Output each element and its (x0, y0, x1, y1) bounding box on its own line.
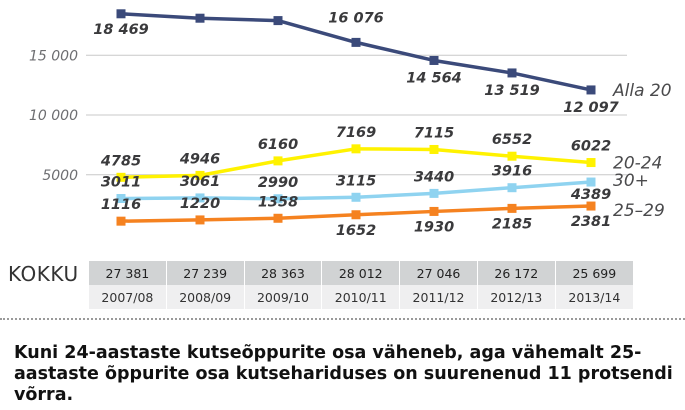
data-label: 18 469 (93, 22, 149, 38)
y-tick-label: 15 000 (29, 48, 78, 64)
data-label: 12 097 (563, 100, 619, 116)
total-cell: 27 046 (399, 261, 478, 285)
data-point (116, 194, 126, 204)
total-cell: 25 699 (554, 261, 633, 285)
x-tick-label: 2009/10 (243, 285, 322, 309)
data-point (351, 192, 361, 202)
y-tick-label: 10 000 (29, 108, 78, 124)
line-chart: 15 000 10 000 5000 18 469 16 076 14 564 13 519… (29, 9, 672, 239)
totals-table: 27 381 27 239 28 363 28 012 27 046 26 172 25 6… (88, 261, 633, 309)
data-label: 3061 (180, 174, 220, 190)
data-label: 3916 (492, 164, 532, 180)
data-point (116, 216, 126, 226)
data-point (507, 203, 517, 213)
data-label: 3011 (101, 175, 141, 191)
data-label: 7115 (414, 125, 454, 141)
data-point (195, 170, 205, 180)
data-label: 4785 (100, 153, 141, 169)
data-label: 2381 (571, 214, 611, 230)
data-point (586, 177, 596, 187)
data-point (273, 213, 283, 223)
data-label: 6552 (492, 132, 532, 148)
data-point (351, 210, 361, 220)
data-label: 6022 (571, 139, 611, 155)
data-point (351, 37, 361, 47)
data-label: 2185 (492, 216, 532, 232)
series-label: 30+ (613, 171, 649, 191)
x-tick-label: 2013/14 (554, 285, 633, 309)
data-label: 13 519 (484, 83, 540, 99)
caption: Kuni 24-aastaste kutseõppurite osa vähen… (14, 343, 673, 405)
data-point (116, 172, 126, 182)
data-label: 1930 (414, 219, 454, 235)
data-point (507, 183, 517, 193)
data-point (273, 194, 283, 204)
data-point (351, 144, 361, 154)
data-point (116, 9, 126, 19)
totals-label: KOKKU (8, 262, 79, 286)
data-label: 3115 (336, 173, 376, 189)
data-point (586, 158, 596, 168)
data-label: 4946 (179, 151, 220, 167)
data-point (586, 85, 596, 95)
data-label: 1220 (180, 196, 220, 212)
total-cell: 27 239 (165, 261, 245, 285)
data-point (195, 13, 205, 23)
total-cell: 26 172 (476, 261, 556, 285)
data-point (429, 144, 439, 154)
data-point (273, 156, 283, 166)
data-point (273, 16, 283, 26)
series-label: Alla 20 (612, 81, 672, 101)
data-point (195, 193, 205, 203)
total-cell: 27 381 (88, 261, 167, 285)
data-label: 14 564 (406, 70, 462, 86)
y-tick-label: 5000 (42, 168, 78, 184)
data-point (195, 215, 205, 225)
x-tick-label: 2012/13 (476, 285, 556, 309)
data-point (429, 188, 439, 198)
data-label: 6160 (258, 137, 298, 153)
data-point (586, 201, 596, 211)
data-label: 2990 (258, 175, 298, 191)
total-cell: 28 363 (243, 261, 322, 285)
divider (0, 318, 685, 320)
x-tick-label: 2008/09 (165, 285, 245, 309)
data-label: 1116 (101, 197, 141, 213)
data-label: 4389 (570, 187, 611, 203)
data-label: 1358 (258, 194, 298, 210)
data-label: 16 076 (328, 10, 384, 26)
data-point (429, 55, 439, 65)
data-label: 3440 (414, 169, 454, 185)
data-label: 7169 (336, 125, 376, 141)
total-cell: 28 012 (321, 261, 400, 285)
x-tick-label: 2011/12 (399, 285, 478, 309)
x-tick-label: 2007/08 (88, 285, 167, 309)
data-point (507, 151, 517, 161)
data-point (429, 206, 439, 216)
data-label: 1652 (336, 223, 376, 239)
series-label: 20-24 (613, 154, 662, 174)
data-point (507, 68, 517, 78)
series-label: 25–29 (613, 201, 665, 221)
x-tick-label: 2010/11 (321, 285, 400, 309)
